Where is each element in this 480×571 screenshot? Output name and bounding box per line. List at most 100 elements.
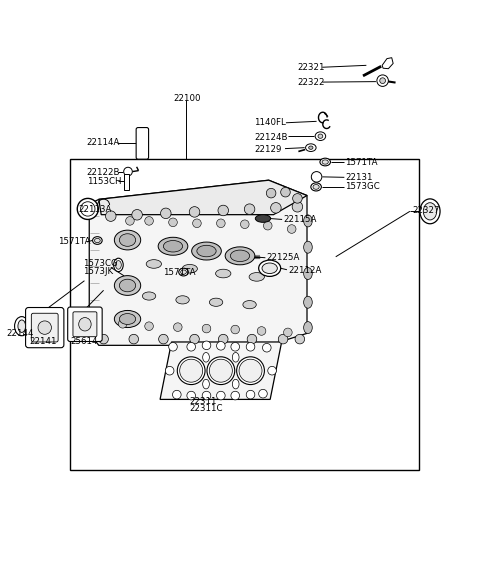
Text: 22129: 22129 xyxy=(254,145,282,154)
Ellipse shape xyxy=(318,134,323,138)
Circle shape xyxy=(263,343,271,352)
Ellipse shape xyxy=(304,296,312,308)
Text: 22311C: 22311C xyxy=(190,404,223,413)
Ellipse shape xyxy=(192,242,221,260)
Ellipse shape xyxy=(243,300,256,309)
Circle shape xyxy=(158,334,168,344)
Text: 22112A: 22112A xyxy=(288,266,321,275)
Ellipse shape xyxy=(304,241,312,253)
Circle shape xyxy=(192,219,201,228)
Circle shape xyxy=(231,343,240,351)
Circle shape xyxy=(132,210,143,220)
Circle shape xyxy=(244,204,255,215)
Ellipse shape xyxy=(120,313,136,324)
FancyBboxPatch shape xyxy=(68,307,102,341)
Ellipse shape xyxy=(197,246,216,257)
Ellipse shape xyxy=(95,238,100,243)
Ellipse shape xyxy=(203,352,209,362)
Circle shape xyxy=(126,216,134,225)
Polygon shape xyxy=(382,58,393,69)
Text: 22311: 22311 xyxy=(190,397,217,406)
Circle shape xyxy=(268,367,276,375)
Circle shape xyxy=(119,320,127,328)
Ellipse shape xyxy=(225,247,255,265)
Ellipse shape xyxy=(207,357,235,385)
Circle shape xyxy=(231,325,240,334)
Text: 22122B: 22122B xyxy=(87,167,120,176)
Circle shape xyxy=(257,327,266,335)
Circle shape xyxy=(124,167,132,176)
Circle shape xyxy=(187,343,195,351)
Text: 22100: 22100 xyxy=(173,94,201,103)
Ellipse shape xyxy=(259,260,281,276)
Circle shape xyxy=(231,391,240,400)
Circle shape xyxy=(218,334,228,344)
Text: 22321: 22321 xyxy=(298,63,325,72)
Ellipse shape xyxy=(81,202,95,216)
Text: 22131: 22131 xyxy=(345,173,373,182)
Ellipse shape xyxy=(146,260,161,268)
Ellipse shape xyxy=(180,359,203,382)
Circle shape xyxy=(281,187,290,197)
Ellipse shape xyxy=(114,311,141,328)
Bar xyxy=(124,174,129,190)
Ellipse shape xyxy=(163,240,182,252)
Ellipse shape xyxy=(120,234,136,246)
Ellipse shape xyxy=(237,357,264,385)
Ellipse shape xyxy=(93,237,102,244)
Ellipse shape xyxy=(239,359,262,382)
Ellipse shape xyxy=(114,276,141,295)
Ellipse shape xyxy=(216,270,231,278)
Circle shape xyxy=(216,219,225,228)
Circle shape xyxy=(247,334,257,344)
Text: 22113A: 22113A xyxy=(79,206,112,214)
Ellipse shape xyxy=(304,321,312,333)
Ellipse shape xyxy=(176,296,189,304)
Circle shape xyxy=(202,341,211,349)
Text: 22327: 22327 xyxy=(412,206,440,215)
Circle shape xyxy=(246,391,255,399)
Ellipse shape xyxy=(18,320,25,332)
Ellipse shape xyxy=(209,298,223,307)
Ellipse shape xyxy=(304,215,312,227)
Circle shape xyxy=(145,216,154,225)
Polygon shape xyxy=(99,180,307,215)
Text: 22114A: 22114A xyxy=(87,138,120,147)
Circle shape xyxy=(246,343,255,351)
Ellipse shape xyxy=(304,268,312,280)
Ellipse shape xyxy=(158,238,188,255)
Text: 22124B: 22124B xyxy=(254,132,288,142)
FancyBboxPatch shape xyxy=(25,308,64,348)
Circle shape xyxy=(189,207,200,217)
Ellipse shape xyxy=(249,272,264,281)
Text: 1571TA: 1571TA xyxy=(58,238,91,247)
Ellipse shape xyxy=(116,260,121,270)
Circle shape xyxy=(292,202,303,212)
Ellipse shape xyxy=(120,279,136,292)
Circle shape xyxy=(216,341,225,350)
Ellipse shape xyxy=(14,316,29,336)
Text: 22144: 22144 xyxy=(6,329,34,338)
FancyBboxPatch shape xyxy=(73,312,97,337)
Circle shape xyxy=(106,211,116,222)
Circle shape xyxy=(266,188,276,198)
Text: 1140FL: 1140FL xyxy=(254,118,286,127)
Ellipse shape xyxy=(230,250,250,262)
Text: 25614: 25614 xyxy=(70,336,97,345)
Ellipse shape xyxy=(232,379,239,389)
Circle shape xyxy=(216,391,225,400)
Text: 22141: 22141 xyxy=(29,336,57,345)
Circle shape xyxy=(288,225,296,234)
Text: 1573JK: 1573JK xyxy=(83,267,113,276)
Circle shape xyxy=(259,389,267,398)
Circle shape xyxy=(173,323,182,331)
Text: 22115A: 22115A xyxy=(283,215,316,224)
Text: 22125A: 22125A xyxy=(266,254,300,262)
Text: 1153CH: 1153CH xyxy=(87,176,121,186)
Ellipse shape xyxy=(114,258,123,272)
Ellipse shape xyxy=(322,160,328,164)
Ellipse shape xyxy=(306,144,316,151)
Ellipse shape xyxy=(179,268,188,276)
Circle shape xyxy=(168,218,177,227)
Circle shape xyxy=(312,172,322,182)
